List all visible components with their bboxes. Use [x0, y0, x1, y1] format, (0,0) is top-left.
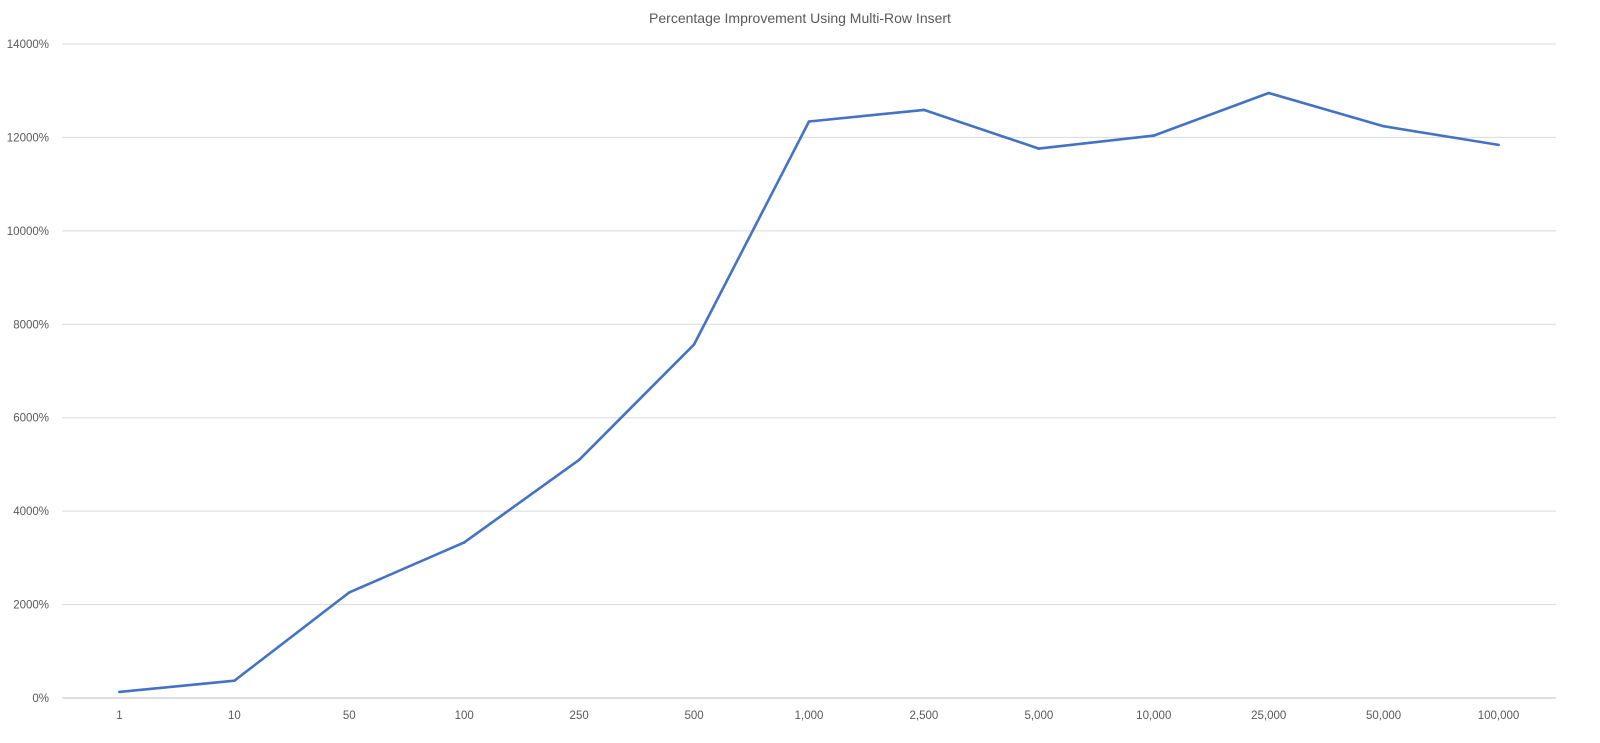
data-point	[233, 679, 236, 683]
y-axis-tick-labels: 0% 2000% 4000% 6000% 8000% 10000% 12000% 14000%	[7, 39, 49, 705]
chart-title: Percentage Improvement Using Multi-Row I…	[649, 10, 951, 26]
data-point	[462, 541, 466, 544]
x-tick-label: 500	[684, 710, 703, 722]
data-point	[1267, 91, 1270, 95]
x-tick-label: 1	[116, 710, 122, 722]
x-tick-label: 100,000	[1478, 710, 1520, 722]
y-tick-label: 6000%	[13, 413, 49, 425]
x-tick-label: 2,500	[910, 710, 939, 722]
y-tick-label: 2000%	[13, 600, 49, 612]
data-point	[577, 458, 581, 462]
data-point	[1497, 143, 1500, 147]
series-group	[118, 91, 1500, 694]
y-tick-label: 8000%	[13, 319, 49, 331]
x-axis-tick-labels: 1 10 50 100 250 500 1,000 2,500 5,000 10,000 25,00…	[116, 710, 1519, 722]
x-tick-label: 250	[570, 710, 589, 722]
gridlines	[62, 43, 1556, 699]
data-point	[807, 120, 811, 123]
x-tick-label: 25,000	[1251, 710, 1286, 722]
x-tick-label: 100	[455, 710, 474, 722]
data-point	[922, 108, 926, 112]
x-tick-label: 1,000	[795, 710, 824, 722]
y-tick-label: 10000%	[7, 226, 49, 238]
data-point	[348, 591, 351, 594]
series-line	[118, 91, 1500, 694]
data-point	[1382, 124, 1385, 128]
x-tick-label: 5,000	[1024, 710, 1053, 722]
data-point	[118, 690, 121, 694]
y-tick-label: 0%	[32, 693, 49, 705]
data-point	[1037, 147, 1041, 150]
y-tick-label: 4000%	[13, 506, 49, 518]
x-tick-label: 50,000	[1366, 710, 1401, 722]
y-tick-label: 12000%	[7, 132, 49, 144]
data-point	[1152, 134, 1156, 137]
y-tick-label: 14000%	[7, 39, 49, 51]
x-tick-label: 10	[228, 710, 241, 722]
data-point	[692, 343, 696, 346]
x-tick-label: 50	[343, 710, 356, 722]
x-tick-label: 10,000	[1136, 710, 1171, 722]
